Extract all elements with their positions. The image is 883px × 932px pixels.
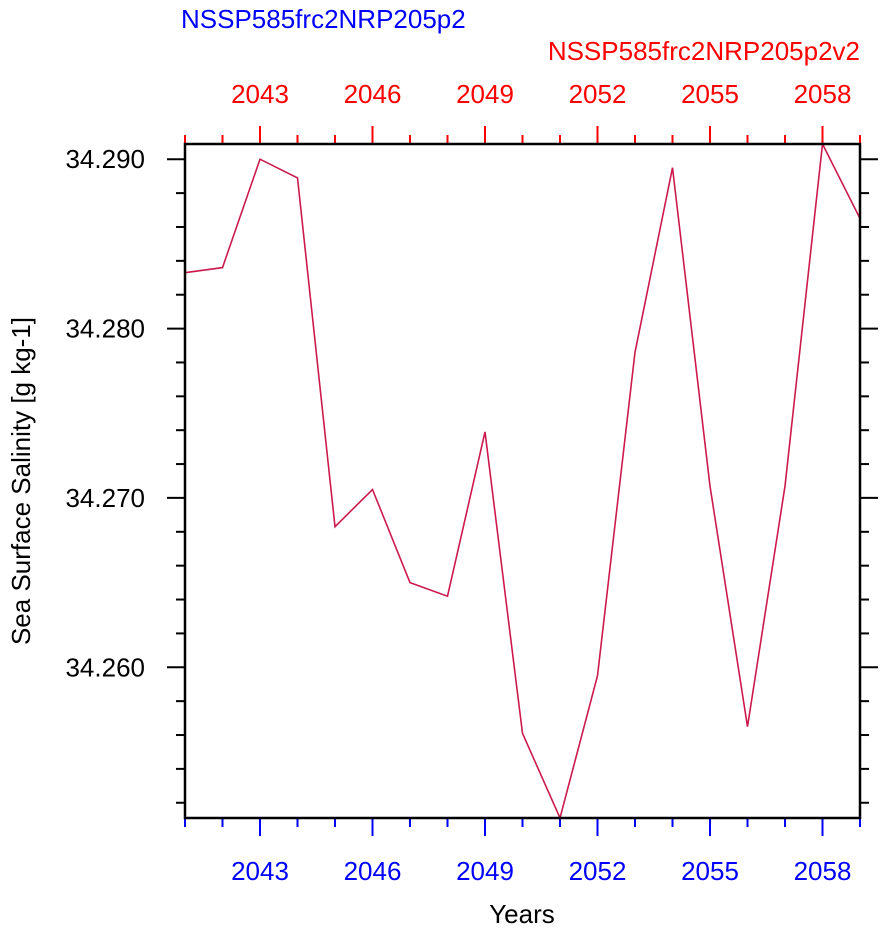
left-axis: 34.260 34.270 34.280 34.290 [65,144,185,804]
x-tick-label-top: 2052 [569,79,627,109]
y-tick-label: 34.260 [65,652,145,682]
plot-frame [183,142,862,820]
x-tick-label-bottom: 2046 [344,856,402,886]
bottom-axis: 2043 2046 2049 2052 2055 2058 [184,818,861,886]
y-axis-label: Sea Surface Salinity [g kg-1] [6,317,36,645]
right-axis [860,158,878,804]
series-line [184,141,861,821]
x-tick-label-top: 2058 [794,79,852,109]
x-tick-label-bottom: 2049 [456,856,514,886]
x-tick-label-top: 2049 [456,79,514,109]
top-axis: 2043 2046 2049 2052 2055 2058 [184,79,861,144]
x-tick-label-bottom: 2055 [681,856,739,886]
x-tick-label-bottom: 2052 [569,856,627,886]
x-tick-label-top: 2046 [344,79,402,109]
x-axis-label: Years [489,899,555,929]
y-tick-label: 34.290 [65,144,145,174]
x-tick-label-bottom: 2058 [794,856,852,886]
x-tick-label-top: 2043 [231,79,289,109]
x-tick-label-bottom: 2043 [231,856,289,886]
y-tick-label: 34.270 [65,483,145,513]
x-tick-label-top: 2055 [681,79,739,109]
right-title: NSSP585frc2NRP205p2v2 [548,36,860,66]
left-title: NSSP585frc2NRP205p2 [181,4,466,34]
y-tick-label: 34.280 [65,314,145,344]
